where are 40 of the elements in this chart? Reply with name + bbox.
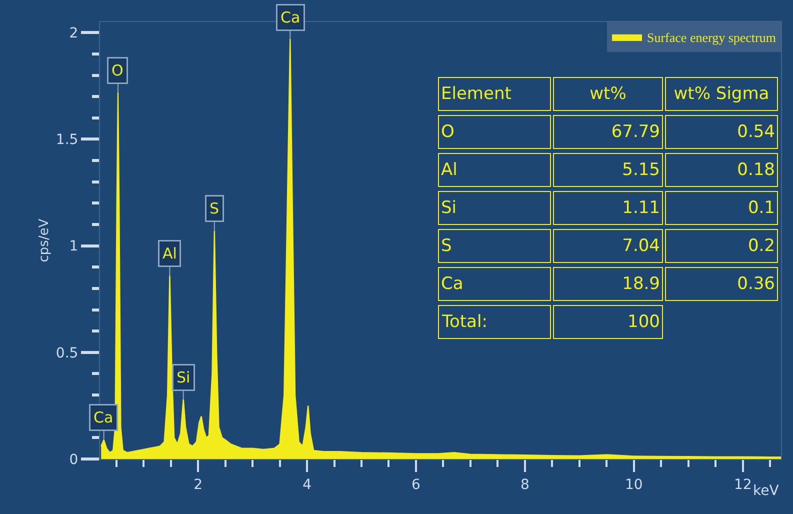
- annotation: Si: [441, 198, 457, 218]
- y-tick-label: 1.5: [56, 132, 78, 148]
- x-tick-label: 10: [624, 476, 643, 493]
- annotation: S: [441, 236, 452, 256]
- x-tick-label: 12: [734, 476, 752, 493]
- annotation: 100: [628, 312, 660, 332]
- x-tick-label: 6: [412, 476, 421, 493]
- annotation: 0.18: [737, 160, 775, 180]
- annotation: 7.04: [622, 236, 660, 256]
- annotation: Si: [176, 368, 190, 386]
- x-axis-title: keV: [753, 483, 780, 499]
- annotation: Ca: [280, 8, 300, 26]
- annotation: 0.2: [748, 236, 775, 256]
- annotation: wt% Sigma: [674, 84, 770, 104]
- y-axis-title: cps/eV: [36, 218, 52, 262]
- annotation: 1.11: [622, 198, 660, 218]
- y-tick-label: 0: [69, 452, 78, 468]
- annotation: Total:: [441, 312, 488, 332]
- annotation: 18.9: [622, 274, 660, 294]
- annotation: 0.54: [737, 122, 775, 142]
- annotation: wt%: [590, 84, 626, 104]
- annotation: S: [210, 200, 220, 218]
- annotation: Al: [441, 160, 458, 180]
- annotation: Element: [441, 84, 512, 104]
- x-tick-label: 4: [302, 476, 312, 493]
- annotation: O: [441, 122, 454, 142]
- x-tick-label: 8: [520, 476, 530, 493]
- y-tick-label: 2: [69, 26, 78, 42]
- y-tick-label: 1: [69, 238, 78, 255]
- annotation: Al: [162, 244, 177, 262]
- annotation: 5.15: [622, 160, 660, 180]
- annotation: 0.1: [748, 198, 775, 218]
- annotation: Ca: [94, 408, 114, 426]
- y-tick-label: 0.5: [56, 345, 78, 362]
- annotation: 0.36: [737, 274, 775, 294]
- annotation: Ca: [441, 274, 464, 294]
- annotation: 67.79: [611, 122, 660, 142]
- x-tick-label: 2: [194, 476, 203, 493]
- legend-label: Surface energy spectrum: [647, 30, 776, 46]
- annotation: O: [112, 62, 124, 80]
